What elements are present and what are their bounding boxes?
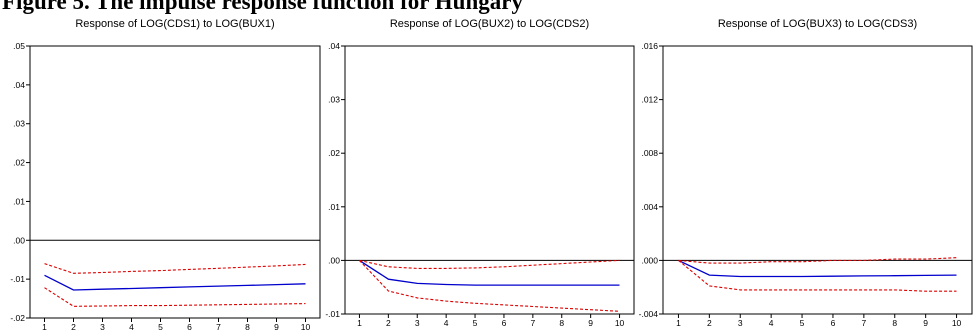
x-tick-label: 1 [42,322,47,331]
y-tick-label: .008 [641,148,658,158]
chart-panel-2: Response of LOG(BUX2) to LOG(CDS2) .04 .03… [325,18,635,328]
panel-title: Response of LOG(BUX2) to LOG(CDS2) [390,18,589,30]
x-tick-label: 2 [71,322,76,331]
x-tick-label: 9 [923,318,928,328]
x-tick-label: 4 [129,322,134,331]
x-tick-label: 10 [952,318,962,328]
series-response-line [359,259,620,286]
series-upper-band-line [44,263,306,274]
panel-title: Response of LOG(BUX3) to LOG(CDS3) [718,18,917,30]
x-tick-label: 7 [530,318,535,328]
y-tick-label: .05 [13,41,25,51]
x-tick-label: 5 [800,318,805,328]
x-tick-label: 3 [100,322,105,331]
y-tick-label: .012 [641,95,658,105]
y-tick-label: .00 [328,255,340,265]
y-tick-label: .01 [13,196,25,206]
x-tick-label: 6 [502,318,507,328]
series-lower-band-line [678,259,957,292]
x-tick-label: 8 [892,318,897,328]
x-tick-label: 1 [357,318,362,328]
series-upper-band-line [678,257,957,264]
x-tick-label: 4 [444,318,449,328]
x-tick-label: 5 [473,318,478,328]
y-tick-label: .02 [328,148,340,158]
plot-frame [344,45,635,315]
x-tick-label: 6 [831,318,836,328]
y-tick-label: .016 [641,41,658,51]
y-tick-label: -.01 [325,309,340,319]
y-tick-label: .03 [13,119,25,129]
y-tick-label: .000 [641,255,658,265]
x-tick-label: 10 [615,318,625,328]
x-tick-label: 1 [676,318,681,328]
y-tick-label: -.004 [639,309,659,319]
x-tick-label: 7 [216,322,221,331]
y-tick-label: .02 [13,158,25,168]
x-tick-label: 3 [415,318,420,328]
series-lower-band-line [359,260,620,312]
y-tick-label: .00 [13,235,25,245]
figure-title: Figure 5. The impulse response function … [2,0,523,14]
x-tick-label: 3 [738,318,743,328]
y-tick-label: -.01 [10,274,25,284]
x-tick-label: 10 [301,322,311,331]
x-tick-label: 2 [386,318,391,328]
plot-frame [29,45,321,319]
x-tick-label: 7 [861,318,866,328]
plot-frame [662,45,973,315]
chart-panel-1: Response of LOG(CDS1) to LOG(BUX1) .05 .04… [10,18,321,331]
y-tick-label: .01 [328,202,340,212]
y-tick-label: -.02 [10,313,25,323]
panel-title: Response of LOG(CDS1) to LOG(BUX1) [75,18,274,30]
series-upper-band-line [359,259,620,269]
y-tick-label: .04 [328,41,340,51]
x-tick-label: 8 [245,322,250,331]
y-tick-label: .04 [13,80,25,90]
y-tick-label: .03 [328,95,340,105]
x-tick-label: 9 [274,322,279,331]
x-tick-label: 4 [769,318,774,328]
y-tick-label: .004 [641,202,658,212]
chart-panel-3: Response of LOG(BUX3) to LOG(CDS3) .016 .0… [639,18,973,328]
x-tick-label: 2 [707,318,712,328]
x-tick-label: 5 [158,322,163,331]
series-response-line [678,259,957,278]
x-tick-label: 9 [588,318,593,328]
x-tick-label: 6 [187,322,192,331]
series-response-line [44,274,306,291]
x-tick-label: 8 [559,318,564,328]
series-lower-band-line [44,287,306,307]
